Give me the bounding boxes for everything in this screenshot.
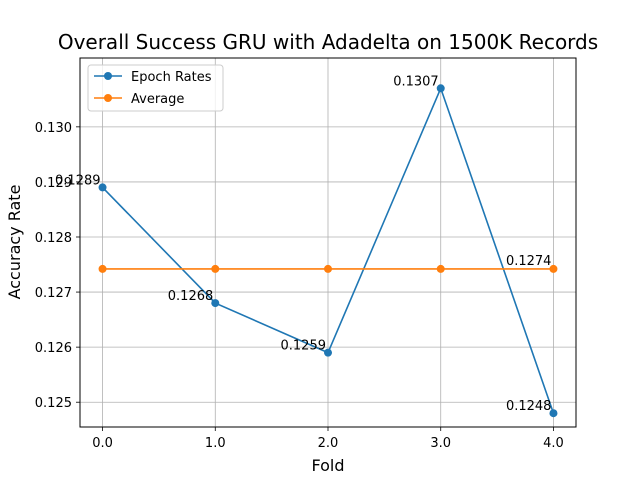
epoch-rate-data-label: 0.1268 [168,289,214,304]
average-data-label: 0.1274 [506,254,552,269]
x-tick-label: 4.0 [543,436,564,451]
y-tick-label: 0.129 [35,176,72,191]
series-layer [98,84,558,418]
x-tick-label: 0.0 [92,436,113,451]
legend: Epoch Rates Average [87,64,224,112]
grid-lines [80,58,576,427]
legend-entry-label: Average [131,92,184,107]
epoch-rates-point [324,348,332,357]
average-point [324,264,332,273]
x-axis-label: Fold [311,456,344,475]
x-tick-label: 3.0 [430,436,451,451]
data-labels: 0.1289 0.1268 0.1259 0.1307 0.1248 0.1274 [55,74,551,414]
average-point [436,264,445,273]
average-point [211,264,220,273]
y-axis-ticks: 0.125 0.126 0.127 0.128 0.129 0.130 [35,121,80,411]
average-point [98,264,107,273]
epoch-rate-data-label: 0.1248 [506,399,552,414]
chart-title: Overall Success GRU with Adadelta on 150… [58,30,598,54]
average-point [549,264,558,273]
epoch-rates-point [211,299,220,308]
y-axis-label: Accuracy Rate [5,185,24,300]
x-tick-label: 2.0 [318,436,339,451]
epoch-rate-data-label: 0.1289 [55,173,101,188]
legend-entry-label: Epoch Rates [131,70,212,85]
x-tick-label: 1.0 [205,436,226,451]
epoch-rates-point [549,409,558,418]
epoch-rate-data-label: 0.1307 [393,74,439,89]
epoch-rate-data-label: 0.1259 [281,339,327,354]
x-axis-ticks: 0.0 1.0 2.0 3.0 4.0 [92,427,564,451]
legend-marker [104,72,112,80]
y-tick-label: 0.126 [35,341,72,356]
y-tick-label: 0.130 [35,121,72,136]
y-tick-label: 0.125 [35,396,72,411]
y-tick-label: 0.128 [35,231,72,246]
epoch-rates-point [436,84,445,93]
y-tick-label: 0.127 [35,286,72,301]
legend-marker [104,94,112,102]
epoch-rates-point [98,183,107,192]
